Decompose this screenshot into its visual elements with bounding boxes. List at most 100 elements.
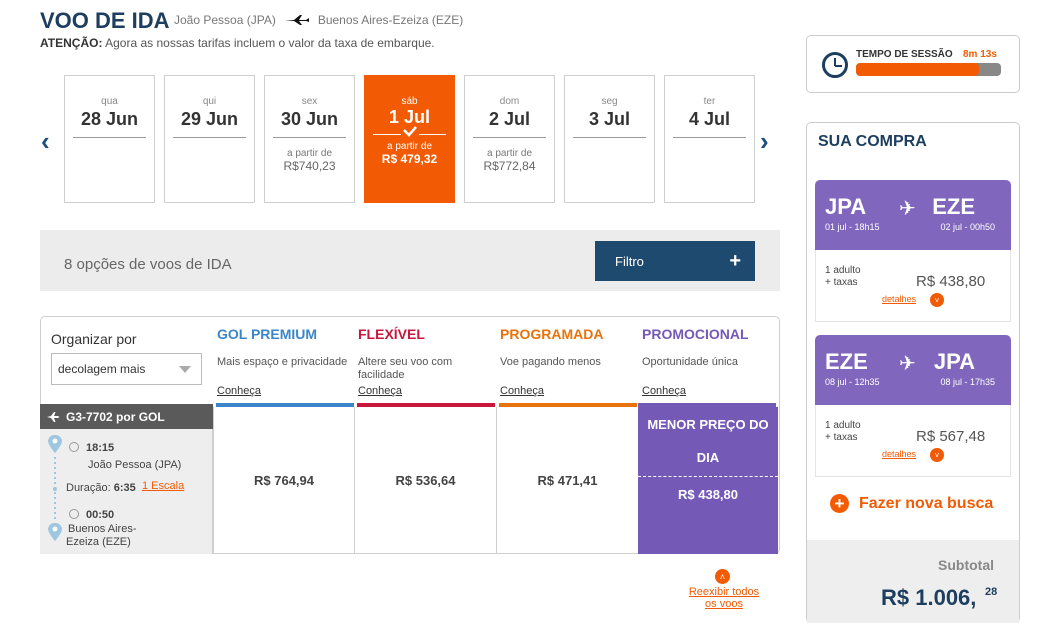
fare-info-link[interactable]: Conheça [642,385,687,397]
divider [273,137,346,138]
duration: Duração: 6:35 [66,482,136,494]
subtotal-value: R$ 1.006, [881,585,977,610]
airplane-icon: ✈ [899,198,916,220]
price-from-label: a partir de [286,148,333,159]
date-card-4-jul[interactable]: ter 4 Jul [664,75,755,203]
new-search-label: Fazer nova busca [859,494,994,512]
route: João Pessoa (JPA) Buenos Aires-Ezeiza (E… [174,13,463,27]
new-search-button[interactable]: + Fazer nova busca [830,494,993,513]
filter-button[interactable]: Filtro + [595,241,755,281]
subtotal-cents: 28 [985,586,998,598]
trip-body: 1 adulto + taxas R$ 567,48 detalhes ˅ [815,405,1011,477]
next-dates-arrow[interactable]: › [760,126,769,156]
chevron-up-icon[interactable]: ˄ [715,569,730,584]
sort-label: Organizar por [51,331,137,347]
chevron-down-icon[interactable]: ˅ [930,293,944,307]
best-price-badge: MENOR PREÇO DO DIA [638,407,778,474]
details-link[interactable]: detalhes [882,294,917,304]
fare-price: R$ 536,64 [395,473,456,488]
date-day: 3 Jul [588,109,631,129]
page-title: VOO DE IDA [40,8,170,33]
trip-departure: 08 jul - 12h35 [825,377,880,387]
fare-name: PROMOCIONAL [642,326,749,342]
best-price-line2: DIA [696,450,720,465]
date-card-1-jul-selected[interactable]: sáb 1 Jul a partir de R$ 479,32 [364,75,455,203]
fare-color-bar [216,403,354,407]
check-icon [400,125,419,139]
origin-label: João Pessoa (JPA) [174,13,276,27]
fare-price-promocional[interactable]: MENOR PREÇO DO DIA R$ 438,80 [638,407,778,554]
prev-dates-arrow[interactable]: ‹ [41,126,50,156]
trip-destination: JPA [933,349,975,374]
session-time: 8m 13s [963,49,997,60]
session-label: TEMPO DE SESSÃO [856,49,953,60]
fare-info-link[interactable]: Conheça [217,385,262,397]
divider [673,137,746,138]
date-dow: dom [499,96,520,107]
fare-header-promocional: PROMOCIONAL Oportunidade única Conheça [638,316,778,408]
divider [173,137,246,138]
fare-name: GOL PREMIUM [217,326,318,342]
sort-selected: decolagem mais [58,362,146,376]
fare-info-link[interactable]: Conheça [500,385,545,397]
departure-place: João Pessoa (JPA) [88,459,182,471]
fare-price: R$ 438,80 [678,487,738,502]
cart-title: SUA COMPRA [818,133,927,150]
details-link[interactable]: detalhes [882,449,917,459]
arrival-time: 00:50 [86,509,115,521]
fare-name: FLEXÍVEL [358,326,425,342]
fare-header-programada: PROGRAMADA Voe pagando menos Conheça [499,316,637,408]
price-from-label: a partir de [386,141,433,152]
cart-trip-return: EZE ✈ JPA 08 jul - 12h35 08 jul - 17h35 … [815,335,1011,477]
show-all-flights-link[interactable]: Reexibir todos os voos [688,586,760,610]
date-dow: qua [101,96,118,107]
route-line [48,435,62,541]
price-from-label: a partir de [486,148,533,159]
airplane-icon: ✈ [899,353,916,375]
date-card-28-jun[interactable]: qua 28 Jun [64,75,155,203]
trip-destination: EZE [932,194,975,219]
date-card-30-jun[interactable]: sex 30 Jun a partir de R$740,23 [264,75,355,203]
plus-icon: + [729,249,741,272]
trip-header: JPA ✈ EZE 01 jul - 18h15 02 jul - 00h50 [815,180,1011,250]
flight-header: G3-7702 por GOL [40,404,213,429]
session-progress-fill [856,63,980,76]
clock-icon [822,52,848,78]
stops-link[interactable]: 1 Escala [142,480,185,492]
fare-price-gol-premium[interactable]: R$ 764,94 [213,407,354,554]
chevron-down-icon [179,365,191,373]
date-card-29-jun[interactable]: qui 29 Jun [164,75,255,203]
passengers: 1 adulto + taxas [825,265,861,288]
date-dow: sáb [401,96,418,107]
divider [73,137,146,138]
date-day: 1 Jul [388,107,431,127]
sort-select[interactable]: decolagem mais [51,353,202,385]
fare-notice: ATENÇÃO: Agora as nossas tarifas incluem… [40,36,435,50]
date-day: 28 Jun [80,109,139,129]
fare-color-bar [638,403,776,407]
fare-info-link[interactable]: Conheça [358,385,403,397]
trip-body: 1 adulto + taxas R$ 438,80 detalhes ˅ [815,250,1011,322]
trip-arrival: 08 jul - 17h35 [940,377,995,387]
date-card-3-jul[interactable]: seg 3 Jul [564,75,655,203]
fare-color-bar [499,403,637,407]
best-price-line1: MENOR PREÇO DO [647,417,769,432]
fare-price-flexivel[interactable]: R$ 536,64 [354,407,496,554]
chevron-down-icon[interactable]: ˅ [930,448,944,462]
session-timer-box [806,35,1020,93]
trip-origin: JPA [825,194,867,219]
cart-panel [806,122,1020,623]
fare-price-programada[interactable]: R$ 471,41 [496,407,638,554]
filter-label: Filtro [615,253,644,269]
airplane-icon [47,411,60,422]
date-card-2-jul[interactable]: dom 2 Jul a partir de R$772,84 [464,75,555,203]
subtotal-box [807,540,1019,623]
date-price: R$ 479,32 [381,152,438,166]
arrival-place-line2: Ezeiza (EZE) [66,536,131,548]
trip-header: EZE ✈ JPA 08 jul - 12h35 08 jul - 17h35 [815,335,1011,405]
destination-label: Buenos Aires-Ezeiza (EZE) [317,13,464,27]
date-dow: sex [301,96,318,107]
divider [573,137,646,138]
fare-description: Oportunidade única [642,356,739,368]
trip-origin: EZE [825,349,868,374]
